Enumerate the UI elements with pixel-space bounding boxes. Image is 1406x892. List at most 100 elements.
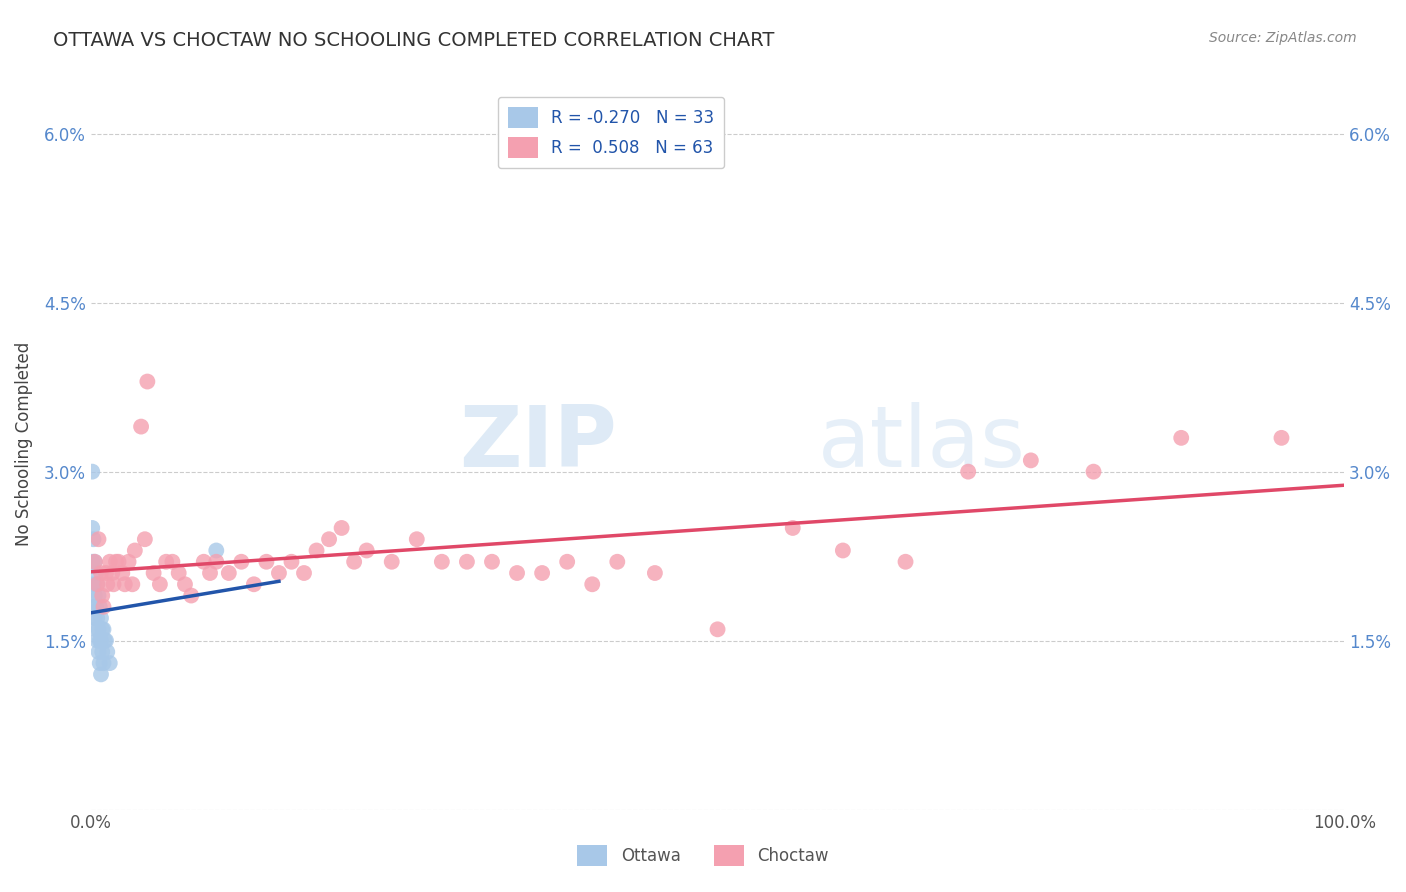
- Point: [82, 577, 104, 591]
- Point: [180, 589, 202, 603]
- Point: [456, 555, 478, 569]
- Point: [531, 566, 554, 580]
- Point: [87, 645, 110, 659]
- Point: [86, 633, 108, 648]
- Point: [193, 555, 215, 569]
- Point: [305, 543, 328, 558]
- Point: [86, 611, 108, 625]
- Point: [149, 577, 172, 591]
- Point: [218, 566, 240, 580]
- Point: [90, 633, 112, 648]
- Legend: R = -0.270   N = 33, R =  0.508   N = 63: R = -0.270 N = 33, R = 0.508 N = 63: [498, 96, 724, 168]
- Point: [124, 543, 146, 558]
- Y-axis label: No Schooling Completed: No Schooling Completed: [15, 342, 32, 546]
- Point: [93, 599, 115, 614]
- Point: [330, 521, 353, 535]
- Point: [84, 623, 107, 637]
- Point: [83, 589, 105, 603]
- Point: [105, 555, 128, 569]
- Point: [89, 633, 111, 648]
- Point: [83, 611, 105, 625]
- Point: [90, 611, 112, 625]
- Point: [205, 543, 228, 558]
- Point: [94, 566, 117, 580]
- Point: [162, 555, 184, 569]
- Point: [93, 656, 115, 670]
- Text: Source: ZipAtlas.com: Source: ZipAtlas.com: [1209, 31, 1357, 45]
- Point: [894, 555, 917, 569]
- Point: [87, 623, 110, 637]
- Point: [205, 555, 228, 569]
- Point: [174, 577, 197, 591]
- Point: [98, 555, 121, 569]
- Point: [89, 656, 111, 670]
- Point: [94, 633, 117, 648]
- Point: [82, 533, 104, 547]
- Point: [94, 633, 117, 648]
- Point: [430, 555, 453, 569]
- Point: [114, 577, 136, 591]
- Point: [86, 577, 108, 591]
- Point: [121, 577, 143, 591]
- Point: [98, 656, 121, 670]
- Point: [198, 566, 221, 580]
- Point: [267, 566, 290, 580]
- Point: [107, 555, 129, 569]
- Point: [506, 566, 529, 580]
- Point: [101, 566, 124, 580]
- Point: [1270, 431, 1292, 445]
- Point: [555, 555, 578, 569]
- Point: [90, 667, 112, 681]
- Point: [87, 533, 110, 547]
- Point: [83, 555, 105, 569]
- Point: [1019, 453, 1042, 467]
- Point: [129, 419, 152, 434]
- Point: [782, 521, 804, 535]
- Point: [581, 577, 603, 591]
- Point: [82, 599, 104, 614]
- Point: [84, 566, 107, 580]
- Point: [84, 599, 107, 614]
- Text: ZIP: ZIP: [460, 402, 617, 485]
- Point: [93, 623, 115, 637]
- Point: [91, 589, 114, 603]
- Point: [90, 566, 112, 580]
- Point: [318, 533, 340, 547]
- Point: [82, 465, 104, 479]
- Point: [381, 555, 404, 569]
- Point: [96, 645, 118, 659]
- Point: [231, 555, 253, 569]
- Point: [280, 555, 302, 569]
- Point: [254, 555, 277, 569]
- Text: OTTAWA VS CHOCTAW NO SCHOOLING COMPLETED CORRELATION CHART: OTTAWA VS CHOCTAW NO SCHOOLING COMPLETED…: [53, 31, 775, 50]
- Point: [96, 577, 118, 591]
- Point: [91, 623, 114, 637]
- Point: [831, 543, 853, 558]
- Point: [644, 566, 666, 580]
- Point: [134, 533, 156, 547]
- Point: [405, 533, 427, 547]
- Point: [356, 543, 378, 558]
- Point: [86, 577, 108, 591]
- Text: atlas: atlas: [818, 402, 1026, 485]
- Point: [82, 555, 104, 569]
- Point: [82, 521, 104, 535]
- Point: [89, 599, 111, 614]
- Point: [103, 577, 125, 591]
- Point: [142, 566, 165, 580]
- Point: [91, 645, 114, 659]
- Point: [243, 577, 266, 591]
- Point: [167, 566, 190, 580]
- Point: [155, 555, 177, 569]
- Point: [1083, 465, 1105, 479]
- Point: [111, 566, 134, 580]
- Point: [606, 555, 628, 569]
- Point: [87, 589, 110, 603]
- Point: [706, 623, 728, 637]
- Point: [481, 555, 503, 569]
- Point: [136, 375, 159, 389]
- Point: [957, 465, 980, 479]
- Point: [117, 555, 139, 569]
- Point: [83, 555, 105, 569]
- Point: [343, 555, 366, 569]
